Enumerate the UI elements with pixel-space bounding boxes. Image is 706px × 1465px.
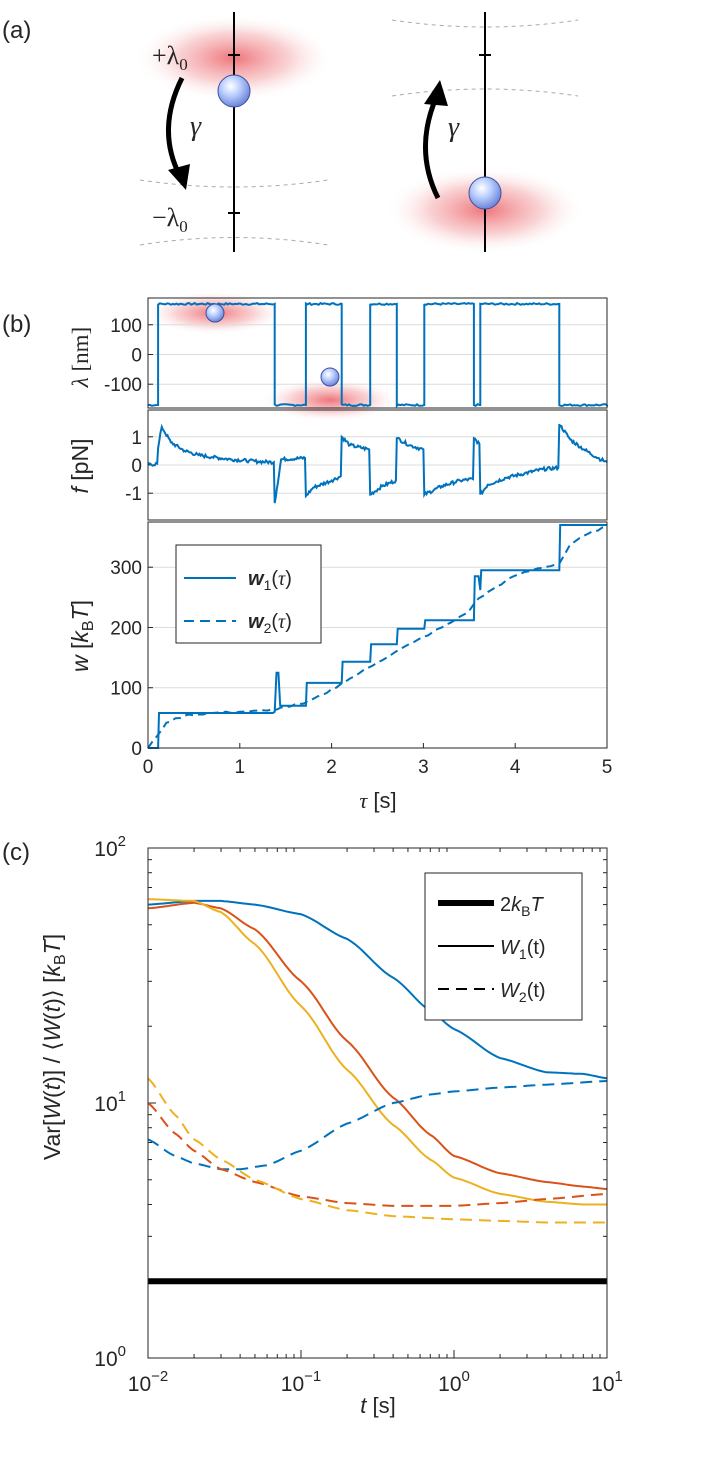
lambda-beam-low: [260, 378, 400, 422]
work-ylabel: w [kBT]: [67, 600, 97, 672]
lambda-ytick-label: -100: [104, 375, 142, 396]
arrow-up-curve: [423, 97, 441, 200]
panel-a: (a) +λ0 −λ0 γ γ: [2, 12, 585, 254]
arrow-down-head: [168, 164, 190, 190]
variance-ytick-label: 101: [94, 1088, 126, 1116]
variance-series-W2-yellow: [147, 1077, 607, 1224]
bead-left: [217, 74, 251, 108]
variance-ytick-label: 102: [94, 833, 126, 861]
arrow-down-curve: [166, 76, 185, 178]
variance-ylabel: Var[W(t)] / ⟨W(t)⟩ [kBT]: [39, 934, 69, 1160]
legend-w1-label: w1(τ): [248, 568, 292, 593]
panel-a-label: (a): [2, 17, 31, 44]
variance-xtick-label: 10−2: [128, 1368, 168, 1396]
lambda-bead-low: [320, 367, 340, 387]
variance-ytick-label: 100: [94, 1343, 126, 1371]
work-ytick-label: 100: [110, 679, 142, 700]
lambda-trace: [147, 301, 608, 408]
panel-b: (b) 100 0 -100 1 0 -1 0 100 200 300 0 1 2 3 4 5 λ [nm…: [2, 291, 612, 813]
variance-series-W1-orange: [147, 901, 608, 1190]
variance-xtick-label: 10−1: [281, 1368, 321, 1396]
variance-xtick-label: 101: [591, 1368, 623, 1396]
chart-work: 0 100 200 300 0 1 2 3 4 5: [110, 521, 613, 778]
lambda-axes-box: [147, 297, 608, 409]
legend-w2-label: w2(τ): [248, 611, 292, 636]
tau-xlabel: τ [s]: [359, 788, 396, 813]
schematic-right: γ: [385, 12, 585, 254]
work-xtick-label: 1: [235, 757, 246, 778]
work-series-w2: [147, 525, 608, 749]
chart-force: 1 0 -1: [125, 409, 608, 521]
legend-W1-label: W1(t): [500, 937, 546, 962]
lambda-bead-high: [205, 303, 225, 323]
variance-series-W1-yellow: [147, 898, 607, 1206]
force-axes-box: [147, 409, 608, 521]
work-ytick-label: 200: [110, 618, 142, 639]
chart-lambda: 100 0 -100: [104, 297, 608, 409]
force-ytick-label: 0: [131, 456, 142, 477]
variance-axes-box: [147, 847, 608, 1359]
work-xtick-label: 2: [326, 757, 337, 778]
bead-right: [468, 176, 502, 210]
work-xtick-label: 5: [602, 757, 613, 778]
panel-c-label: (c): [2, 839, 30, 866]
schematic-left: +λ0 −λ0 γ: [134, 12, 334, 252]
lambda-ylabel: λ [nm]: [68, 327, 93, 388]
legend-W2-label: W2(t): [500, 980, 546, 1005]
lambda-ytick-label: 0: [131, 345, 142, 366]
chart-variance: 10−2 10−1 100 101 100 101 102: [94, 833, 623, 1396]
variance-series-W2-orange: [147, 1102, 608, 1207]
legend-2kbt-label: 2kBT: [500, 894, 544, 919]
arrow-up-head: [424, 80, 448, 106]
variance-xtick-label: 100: [438, 1368, 470, 1396]
force-trace: [147, 423, 608, 504]
work-series-w1: [148, 524, 607, 749]
gamma-label-left: γ: [190, 111, 202, 142]
variance-series-W2-blue: [147, 1080, 608, 1171]
work-ytick-label: 300: [110, 558, 142, 579]
plus-lambda-label: +λ0: [152, 41, 188, 74]
panel-c: (c) 10−2 10−1 100 101 100 101 102 Var[W(t)] / …: [2, 833, 623, 1418]
t-xlabel: t [s]: [360, 1393, 395, 1418]
variance-series-W1-blue: [147, 899, 608, 1080]
gamma-label-right: γ: [448, 112, 460, 143]
work-axes-box: [147, 521, 608, 749]
work-ytick-label: 0: [131, 739, 142, 760]
force-ytick-label: 1: [131, 428, 142, 449]
work-xtick-label: 0: [143, 757, 154, 778]
work-legend-box: [175, 544, 322, 644]
minus-lambda-label: −λ0: [152, 203, 188, 236]
variance-legend: 2kBT W1(t) W2(t): [424, 872, 583, 1021]
lambda-ytick-label: 100: [110, 316, 142, 337]
work-xtick-label: 4: [510, 757, 521, 778]
work-legend: w1(τ) w2(τ): [175, 544, 322, 644]
force-ytick-label: -1: [125, 484, 142, 505]
panel-b-label: (b): [2, 311, 31, 338]
force-ylabel: f [pN]: [67, 439, 93, 494]
work-xtick-label: 3: [418, 757, 429, 778]
